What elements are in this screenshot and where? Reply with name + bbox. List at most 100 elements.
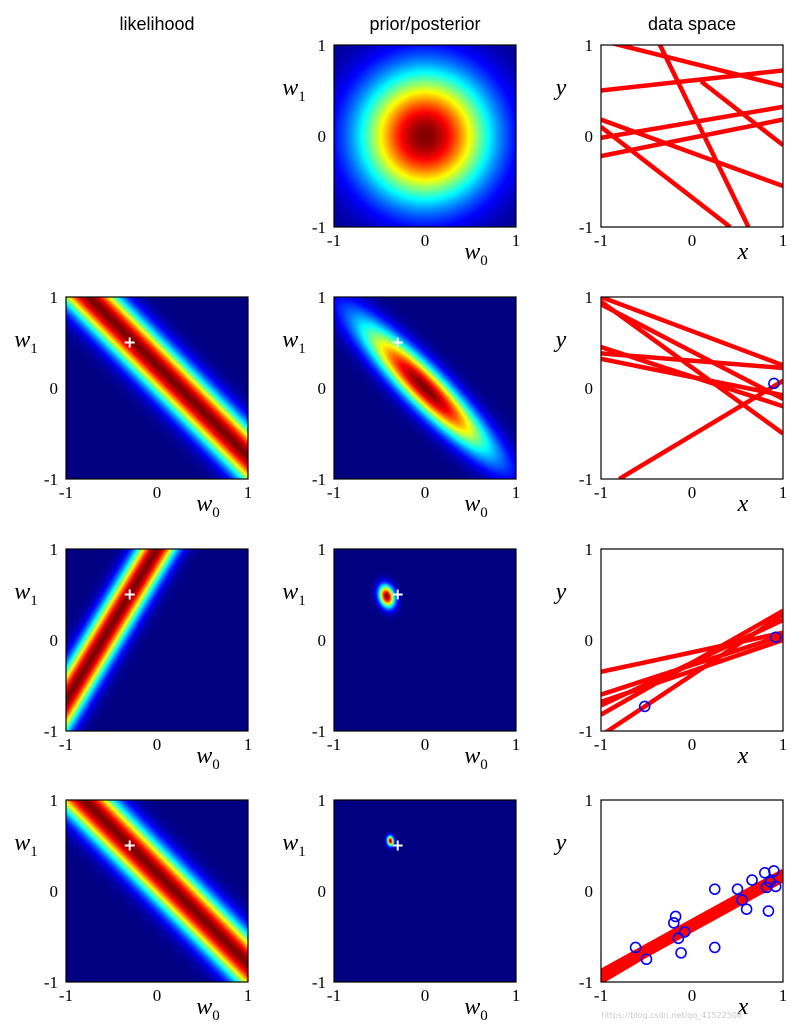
x-axis-label: w0 [464, 743, 488, 773]
x-tick-label: -1 [327, 483, 341, 502]
y-axis-label: w1 [14, 579, 38, 609]
data-point [640, 953, 653, 966]
sample-line [601, 351, 783, 371]
x-tick-label: 0 [688, 986, 697, 1005]
heatmap-likelihood-row-3 [66, 800, 248, 982]
x-tick-label: 1 [244, 483, 253, 502]
y-tick-label: -1 [579, 973, 593, 992]
x-tick-label: 1 [512, 483, 521, 502]
data-point [672, 932, 685, 945]
sample-line [601, 637, 783, 705]
heatmap-likelihood-row-2 [66, 549, 248, 731]
y-tick-label: -1 [312, 722, 326, 741]
x-tick-label: 0 [688, 231, 697, 250]
y-tick-label: -1 [44, 973, 58, 992]
plot-frame [65, 296, 249, 480]
y-tick-label: 1 [585, 36, 594, 55]
data-point [667, 917, 680, 929]
data-point [768, 377, 780, 390]
y-tick-label: 0 [585, 882, 594, 901]
x-tick-label: 0 [688, 483, 697, 502]
data-point [708, 883, 721, 895]
x-tick-label: 1 [512, 231, 521, 250]
sample-line [601, 104, 783, 141]
x-tick-label: 1 [779, 735, 788, 754]
x-tick-label: 1 [512, 735, 521, 754]
heatmap-likelihood-row-1 [66, 297, 248, 479]
plot-frame [600, 44, 784, 228]
y-tick-label: 0 [50, 882, 59, 901]
y-axis-label: w1 [282, 327, 306, 357]
y-tick-label: 0 [318, 127, 327, 146]
x-axis-label: w0 [464, 491, 488, 521]
data-point [638, 700, 651, 713]
y-axis-label: y [554, 75, 567, 101]
y-axis-label: w1 [282, 75, 306, 105]
sample-lines-data-space-row-0 [601, 45, 783, 227]
true-parameter-cross [392, 840, 403, 851]
data-point [740, 903, 753, 916]
sample-lines-data-space-row-3 [601, 869, 783, 982]
plot-frame [333, 44, 517, 228]
y-tick-label: 0 [50, 379, 59, 398]
y-tick-label: -1 [44, 722, 58, 741]
y-tick-label: -1 [579, 722, 593, 741]
x-tick-label: 1 [512, 986, 521, 1005]
y-tick-label: 0 [318, 882, 327, 901]
data-point [629, 941, 642, 954]
sample-line [601, 633, 783, 697]
plot-frame [333, 296, 517, 480]
x-tick-label: -1 [59, 483, 73, 502]
x-axis-label: x [737, 491, 749, 517]
true-parameter-cross [392, 589, 403, 600]
y-tick-label: 1 [585, 791, 594, 810]
x-tick-label: 1 [779, 483, 788, 502]
x-tick-label: -1 [327, 231, 341, 250]
data-point [669, 910, 682, 923]
y-tick-label: 1 [50, 540, 59, 559]
watermark: https://blog.csdn.net/qq_41522508 [601, 1011, 742, 1020]
x-axis-label: x [737, 239, 749, 265]
y-tick-label: 1 [318, 36, 327, 55]
y-tick-label: 1 [318, 288, 327, 307]
x-tick-label: -1 [594, 986, 608, 1005]
x-tick-label: 0 [421, 483, 430, 502]
x-tick-label: -1 [327, 735, 341, 754]
x-axis-label: w0 [196, 491, 220, 521]
plot-frame [333, 799, 517, 983]
plot-frame [600, 548, 784, 732]
data-point [708, 941, 721, 954]
x-axis-label: x [737, 743, 749, 769]
sample-line [601, 299, 783, 436]
data-point [760, 881, 773, 894]
y-tick-label: -1 [579, 218, 593, 237]
y-axis-label: w1 [282, 830, 306, 860]
x-tick-label: 1 [244, 735, 253, 754]
y-axis-label: y [554, 830, 567, 856]
heatmap-prior-posterior-row-0 [334, 45, 516, 227]
x-tick-label: 0 [421, 735, 430, 754]
x-tick-label: 0 [153, 483, 162, 502]
sample-line [601, 125, 732, 227]
x-axis-label: x [737, 994, 749, 1020]
plot-frame [600, 296, 784, 480]
y-tick-label: 1 [585, 540, 594, 559]
data-point [768, 865, 780, 877]
x-tick-label: 1 [779, 231, 788, 250]
y-tick-label: 1 [585, 288, 594, 307]
x-tick-label: 1 [244, 986, 253, 1005]
y-tick-label: 1 [318, 540, 327, 559]
x-tick-label: -1 [59, 735, 73, 754]
y-tick-label: 0 [318, 631, 327, 650]
x-tick-label: 1 [779, 986, 788, 1005]
y-tick-label: 1 [318, 791, 327, 810]
data-point [769, 880, 782, 893]
x-axis-label: w0 [464, 239, 488, 269]
sample-line [601, 356, 783, 398]
plot-frame [600, 799, 784, 983]
data-space-column-title: data space [647, 14, 737, 34]
y-tick-label: 0 [585, 127, 594, 146]
x-axis-label: w0 [196, 743, 220, 773]
heatmap-prior-posterior-row-2 [334, 549, 516, 731]
y-axis-label: y [554, 579, 567, 605]
